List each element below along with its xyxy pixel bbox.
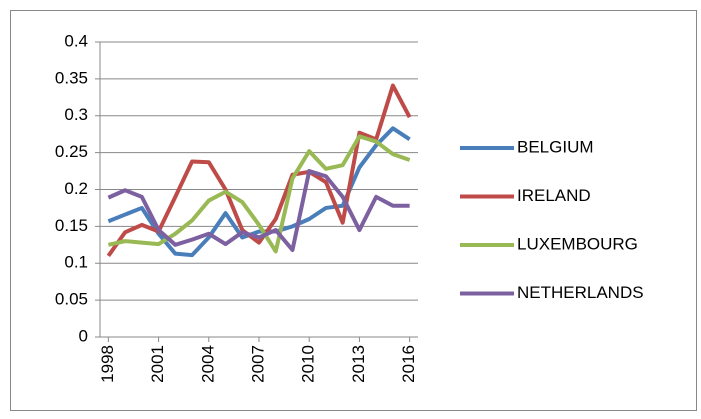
x-tick-label: 2010 [299,345,318,383]
legend-label: NETHERLANDS [517,283,644,302]
x-tick-label: 2016 [399,345,418,383]
x-tick-label: 2004 [198,345,217,383]
y-tick-label: 0.05 [55,290,88,309]
x-tick-label: 1998 [98,345,117,383]
y-tick-label: 0.15 [55,216,88,235]
x-tick-label: 2007 [248,345,267,383]
series-line [107,134,411,254]
legend-label: IRELAND [517,186,591,205]
x-tick-label: 2001 [148,345,167,383]
y-tick-label: 0.25 [55,142,88,161]
y-tick-label: 0.1 [64,253,88,272]
series-line [107,126,411,258]
series-line [107,169,410,252]
y-tick-label: 0.3 [64,105,88,124]
y-tick-label: 0 [79,326,88,345]
y-tick-label: 0.35 [55,68,88,87]
y-tick-label: 0.4 [64,31,88,50]
chart-frame [10,10,697,411]
x-tick-label: 2013 [349,345,368,383]
legend-label: LUXEMBOURG [517,234,638,253]
y-tick-label: 0.2 [64,179,88,198]
legend-label: BELGIUM [517,137,594,156]
